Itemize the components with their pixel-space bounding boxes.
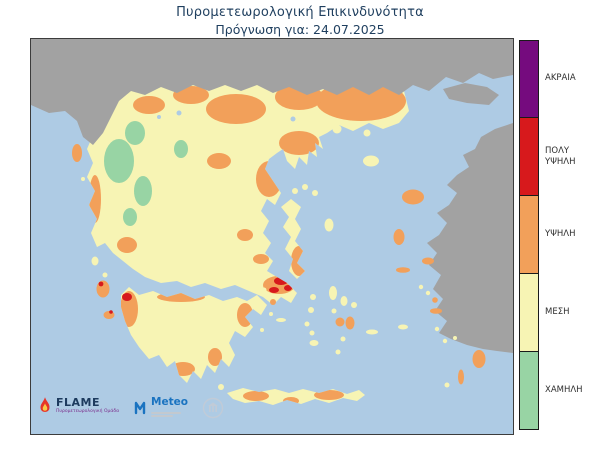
north-neighbors-landmass — [31, 39, 513, 145]
flame-logo-subtitle: Πυρομετεωρολογική Ομάδα — [56, 408, 120, 414]
page-title: Πυρομετεωρολογική Επικινδυνότητα — [176, 5, 424, 20]
footer-logos: FLAME Πυρομετεωρολογική Ομάδα Meteo — [38, 396, 224, 419]
meteo-logo: Meteo — [133, 396, 188, 417]
lakes — [157, 110, 296, 122]
legend-swatch-low — [519, 351, 539, 430]
islands-medium-risk — [81, 124, 457, 390]
meteo-logo-name: Meteo — [151, 396, 188, 408]
risk-legend: ΑΚΡΑΙΑ ΠΟΛΥ ΥΨΗΛΗ ΥΨΗΛΗ ΜΕΣΗ ΧΑΜΗΛΗ — [519, 40, 599, 430]
greece-fire-risk-map — [31, 39, 513, 434]
marmara-landmass — [443, 83, 499, 105]
legend-row-extreme: ΑΚΡΑΙΑ — [519, 40, 599, 118]
legend-row-medium: ΜΕΣΗ — [519, 273, 599, 352]
flame-logo-text: FLAME Πυρομετεωρολογική Ομάδα — [56, 397, 119, 414]
meteo-logo-text: Meteo — [151, 396, 188, 417]
legend-label-high: ΥΨΗΛΗ — [545, 229, 576, 240]
page-subtitle: Πρόγνωση για: 24.07.2025 — [215, 22, 385, 37]
flame-icon — [40, 397, 50, 412]
flame-logo-name: FLAME — [56, 396, 100, 410]
legend-row-very-high: ΠΟΛΥ ΥΨΗΛΗ — [519, 117, 599, 196]
legend-label-very-high: ΠΟΛΥ ΥΨΗΛΗ — [545, 145, 576, 167]
observatory-emblem — [202, 397, 224, 419]
flame-logo: FLAME Πυρομετεωρολογική Ομάδα — [38, 397, 119, 415]
legend-row-high: ΥΨΗΛΗ — [519, 195, 599, 274]
low-risk-patches — [104, 121, 188, 226]
observatory-emblem-icon — [202, 397, 224, 419]
meteo-m-icon — [134, 401, 146, 414]
turkey-landmass — [427, 123, 513, 353]
neighbor-countries — [31, 39, 513, 353]
legend-row-low: ΧΑΜΗΛΗ — [519, 351, 599, 430]
legend-swatch-medium — [519, 273, 539, 352]
greece-mainland-medium-risk — [87, 79, 409, 405]
legend-label-extreme: ΑΚΡΑΙΑ — [545, 73, 576, 84]
legend-swatch-very-high — [519, 117, 539, 196]
legend-label-medium: ΜΕΣΗ — [545, 307, 570, 318]
legend-swatch-high — [519, 195, 539, 274]
meteo-logo-tagline — [151, 411, 188, 417]
greece-map-frame — [30, 38, 514, 435]
legend-label-low: ΧΑΜΗΛΗ — [545, 385, 583, 396]
legend-swatch-extreme — [519, 40, 539, 118]
islands-very-high-risk-spots — [98, 281, 113, 314]
map-titles: Πυρομετεωρολογική Επικινδυνότητα Πρόγνωσ… — [0, 5, 600, 37]
